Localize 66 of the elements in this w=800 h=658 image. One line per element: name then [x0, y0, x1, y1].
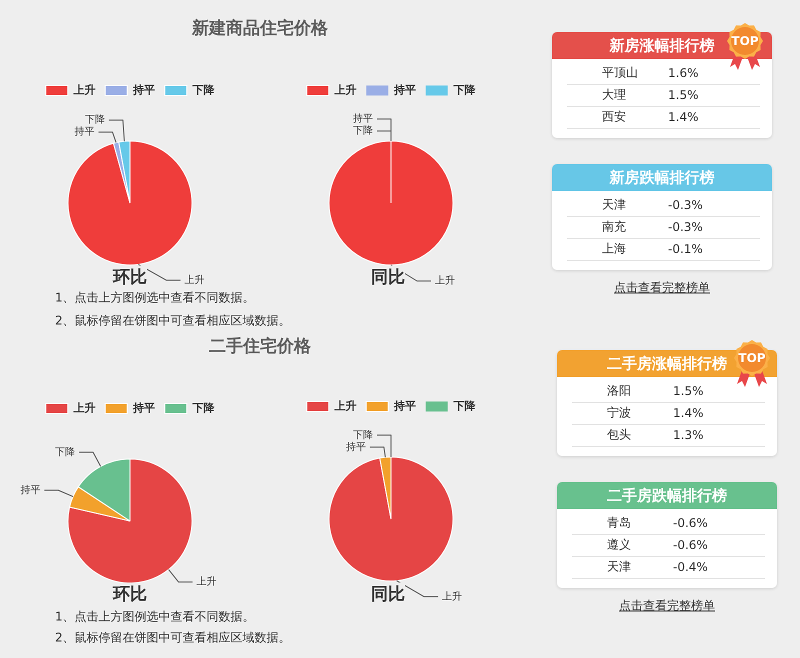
- text: 环比: [113, 266, 147, 288]
- text: -0.6%: [673, 538, 708, 552]
- text: 新建商品住宅价格: [192, 18, 328, 40]
- text: TOP: [731, 34, 759, 48]
- text: -0.3%: [668, 198, 703, 212]
- text: 点击查看完整榜单: [619, 598, 715, 614]
- legend-label: 持平: [132, 401, 155, 414]
- legend-label: 上升: [72, 83, 96, 96]
- text: 点击查看完整榜单: [614, 280, 710, 296]
- legend-label: 上升: [333, 83, 356, 96]
- legend-label: 下降: [452, 399, 476, 412]
- text: -0.1%: [668, 242, 703, 256]
- text: 二手住宅价格: [209, 336, 311, 358]
- slice-label: 上升: [196, 576, 217, 588]
- text: TOP: [738, 351, 766, 365]
- slice-label: 上升: [184, 274, 205, 286]
- text: 天津: [607, 558, 631, 576]
- text: 遵义: [607, 536, 631, 554]
- text: 宁波: [607, 404, 631, 422]
- text: 新房涨幅排行榜: [610, 36, 714, 56]
- text: -0.4%: [673, 560, 708, 574]
- text: 环比: [113, 582, 147, 606]
- category-label: 持平: [353, 114, 373, 125]
- legend-label: 下降: [452, 83, 476, 96]
- text: 西安: [602, 108, 626, 126]
- text: 2、鼠标停留在饼图中可查看相应区域数据。: [55, 312, 291, 330]
- slice-label: 持平: [346, 440, 366, 453]
- category-label: 下降: [353, 126, 373, 137]
- text: -0.3%: [668, 220, 703, 234]
- text: 1.5%: [668, 88, 698, 102]
- text: 二手房跌幅排行榜: [607, 486, 727, 506]
- text: 1.4%: [668, 110, 698, 124]
- text: 二手房涨幅排行榜: [607, 354, 727, 374]
- text: 大理: [602, 86, 626, 104]
- legend-label: 持平: [392, 399, 416, 412]
- text: 包头: [607, 426, 631, 444]
- legend-label: 上升: [72, 401, 96, 414]
- text: 天津: [602, 196, 626, 214]
- text: 平顶山: [602, 64, 638, 82]
- text: 新房跌幅排行榜: [610, 168, 714, 188]
- text: 洛阳: [607, 382, 631, 400]
- category-label: 下降: [353, 430, 373, 441]
- text: 青岛: [607, 514, 631, 532]
- legend-label: 持平: [132, 83, 155, 96]
- legend-label: 持平: [392, 83, 416, 96]
- text: 1.3%: [673, 428, 704, 442]
- text: 1.5%: [673, 384, 704, 398]
- slice-label: 下降: [55, 446, 76, 458]
- slice-label: 上升: [442, 590, 462, 602]
- legend-label: 上升: [333, 399, 356, 412]
- slice-label: 持平: [20, 484, 40, 496]
- text: 南充: [602, 218, 626, 236]
- text: 同比: [371, 266, 405, 288]
- legend-label: 下降: [191, 83, 216, 96]
- text: 1.6%: [668, 66, 698, 80]
- slice-label: 上升: [435, 274, 455, 287]
- text: 1、点击上方图例选中查看不同数据。: [55, 290, 255, 306]
- text: 同比: [371, 582, 405, 606]
- text: 上海: [602, 240, 626, 258]
- slice-label: 下降: [84, 114, 105, 126]
- legend-label: 下降: [191, 401, 216, 414]
- text: -0.6%: [673, 516, 708, 530]
- text: 1、点击上方图例选中查看不同数据。: [55, 608, 255, 626]
- text: 2、鼠标停留在饼图中可查看相应区域数据。: [55, 630, 291, 646]
- text: 1.4%: [673, 406, 704, 420]
- slice-label: 持平: [74, 126, 95, 138]
